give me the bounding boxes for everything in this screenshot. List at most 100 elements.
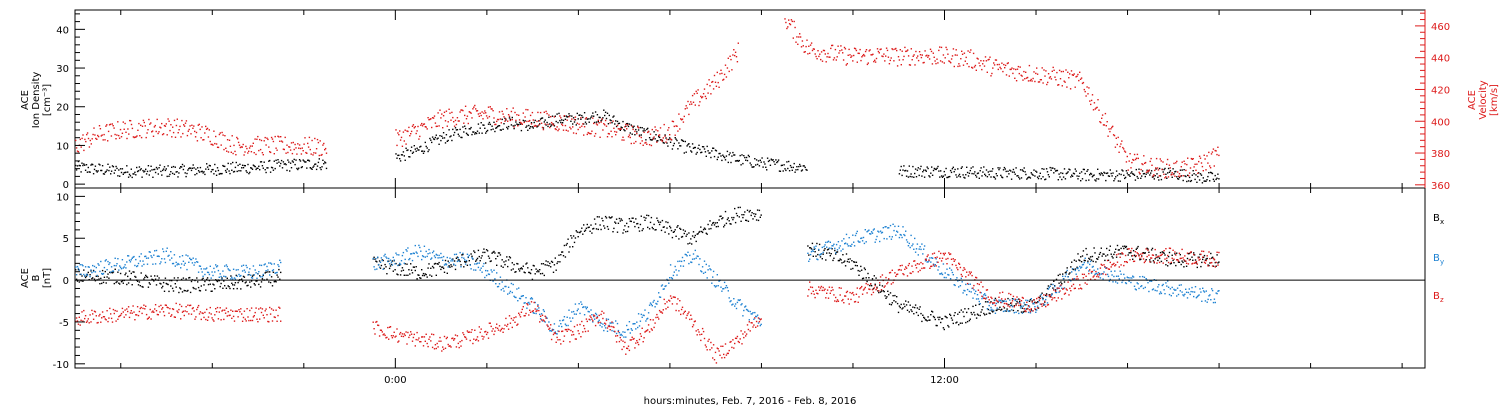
- velocity-point: [816, 58, 818, 60]
- ion-density-point: [490, 129, 492, 131]
- bx-point: [961, 322, 963, 324]
- velocity-point: [1035, 72, 1037, 75]
- velocity-point: [641, 140, 643, 142]
- ion-density-point: [905, 169, 907, 172]
- velocity-point: [812, 48, 815, 50]
- bz-point: [377, 324, 380, 327]
- bz-point: [459, 341, 461, 343]
- ion-density-point: [170, 171, 172, 173]
- ion-density-point: [967, 175, 970, 177]
- bx-point: [216, 280, 219, 283]
- by-point: [746, 309, 749, 311]
- velocity-point: [842, 59, 845, 61]
- bx-point: [1132, 250, 1135, 252]
- bx-point: [415, 266, 417, 268]
- velocity-point: [112, 125, 114, 127]
- velocity-point: [961, 53, 964, 55]
- velocity-point: [228, 139, 231, 141]
- by-point: [872, 229, 875, 231]
- bz-point: [492, 328, 494, 330]
- by-point: [376, 268, 378, 270]
- by-point: [1034, 306, 1036, 308]
- bx-point: [389, 265, 392, 267]
- bz-point: [411, 340, 414, 342]
- ion-density-point: [456, 129, 459, 131]
- bx-point: [744, 211, 746, 213]
- by-point: [403, 262, 405, 264]
- bz-point: [400, 335, 403, 337]
- bx-point: [531, 278, 534, 281]
- bz-point: [500, 328, 502, 331]
- velocity-point: [211, 143, 213, 146]
- velocity-point: [687, 100, 689, 103]
- bx-point: [1185, 265, 1188, 267]
- velocity-point: [934, 60, 936, 62]
- ion-density-point: [1140, 177, 1142, 179]
- by-point: [571, 311, 573, 313]
- ion-density-point: [911, 176, 913, 178]
- by-point: [395, 252, 397, 254]
- velocity-point: [1183, 160, 1185, 162]
- bx-point: [665, 221, 667, 223]
- bz-point: [547, 325, 549, 328]
- bz-point: [528, 314, 530, 316]
- bx-point: [135, 276, 137, 278]
- ion-density-point: [309, 167, 311, 169]
- velocity-point: [307, 146, 310, 148]
- bz-point: [137, 314, 140, 317]
- by-point: [1151, 289, 1154, 291]
- by-point: [1095, 273, 1097, 275]
- velocity-point: [712, 80, 714, 83]
- bx-point: [267, 271, 269, 273]
- by-point: [432, 250, 435, 252]
- by-point: [248, 271, 250, 273]
- bz-point: [657, 316, 659, 318]
- by-point: [861, 240, 864, 242]
- by-point: [1023, 302, 1025, 304]
- bx-point: [391, 260, 394, 262]
- ion-density-point: [624, 130, 626, 132]
- by-point: [1052, 283, 1054, 286]
- by-point: [114, 257, 116, 259]
- bx-point: [909, 304, 911, 306]
- velocity-point: [836, 56, 838, 58]
- bz-point: [636, 340, 638, 342]
- ion-density-point: [399, 160, 402, 162]
- by-point: [568, 309, 570, 311]
- ion-density-point: [973, 173, 975, 175]
- velocity-point: [876, 48, 879, 50]
- bz-point: [542, 319, 545, 321]
- ion-density-point: [625, 125, 627, 127]
- bx-point: [1151, 247, 1154, 250]
- bz-point: [165, 304, 167, 306]
- bx-point: [633, 221, 635, 223]
- bz-point: [181, 311, 184, 313]
- ion-density-point: [465, 132, 468, 134]
- by-point: [487, 273, 490, 275]
- by-point: [870, 233, 872, 235]
- bx-point: [836, 251, 839, 253]
- by-point: [453, 253, 456, 256]
- ion-density-point: [1059, 176, 1061, 178]
- bz-point: [225, 307, 228, 309]
- ion-density-point: [403, 155, 405, 157]
- ion-density-point: [658, 136, 661, 139]
- by-point: [494, 278, 496, 280]
- ion-density-point: [946, 176, 948, 179]
- ion-density-point: [139, 169, 141, 171]
- velocity-point: [497, 118, 500, 121]
- by-point: [145, 257, 148, 259]
- by-point: [893, 229, 895, 232]
- by-point: [956, 277, 958, 279]
- velocity-point: [103, 133, 105, 136]
- by-point: [835, 243, 838, 246]
- bx-point: [1054, 289, 1057, 291]
- velocity-point: [825, 61, 827, 63]
- velocity-point: [1132, 158, 1134, 161]
- velocity-point: [959, 65, 961, 67]
- velocity-point: [801, 40, 804, 42]
- ion-density-point: [135, 174, 137, 176]
- bz-point: [443, 335, 446, 338]
- bx-point: [1182, 261, 1184, 264]
- by-point: [539, 318, 542, 320]
